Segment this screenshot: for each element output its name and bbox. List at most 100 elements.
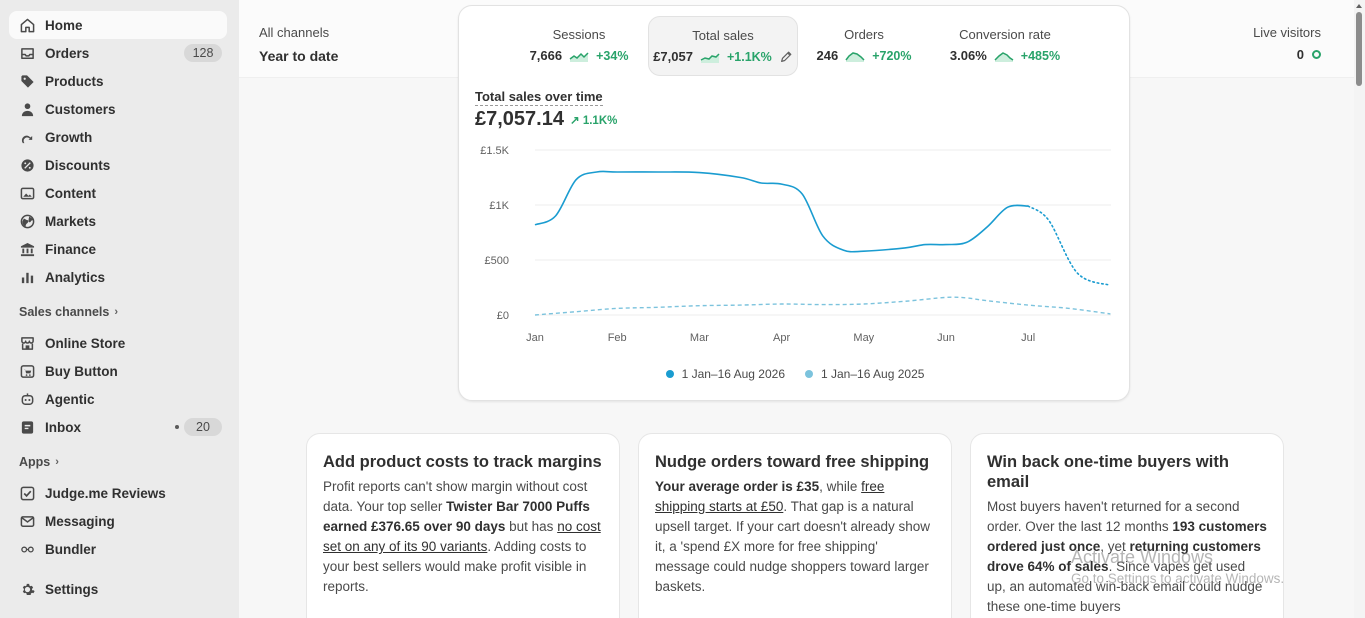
insight-link[interactable]: free shipping starts at £50 — [655, 479, 885, 514]
sidebar-item-products[interactable]: Products — [9, 67, 227, 95]
scroll-thumb[interactable] — [1356, 12, 1362, 86]
x-tick-label: Jun — [937, 332, 955, 344]
bar-chart-icon — [19, 269, 35, 285]
sidebar-item-bundler[interactable]: Bundler — [9, 535, 227, 563]
metric-value: 7,666 — [529, 48, 563, 63]
sidebar-item-label: Inbox — [45, 419, 81, 435]
sidebar-item-analytics[interactable]: Analytics — [9, 263, 227, 291]
legend-swatch — [805, 370, 813, 378]
sidebar-item-label: Buy Button — [45, 363, 118, 379]
page-scrollbar[interactable] — [1354, 0, 1365, 618]
legend-item[interactable]: 1 Jan–16 Aug 2026 — [665, 367, 785, 381]
sidebar-item-label: Judge.me Reviews — [45, 485, 166, 501]
x-tick-label: Feb — [608, 332, 627, 344]
store-icon — [19, 335, 35, 351]
scroll-up-arrow[interactable] — [1356, 4, 1362, 8]
gear-icon — [19, 581, 35, 597]
sidebar-item-home[interactable]: Home — [9, 11, 227, 39]
insight-text: , yet — [1100, 539, 1130, 554]
globe-icon — [19, 213, 35, 229]
insight-card[interactable]: Add product costs to track margins Profit… — [306, 433, 620, 618]
sidebar-item-label: Home — [45, 17, 83, 33]
chevron-right-icon: › — [55, 456, 59, 468]
sidebar-item-label: Customers — [45, 101, 116, 117]
y-tick-label: £1K — [489, 200, 509, 212]
insight-highlight: Your average order is £35 — [655, 479, 820, 494]
insight-link[interactable]: no cost set on any of its 90 variants — [323, 519, 601, 554]
chart-title[interactable]: Total sales over time — [475, 89, 603, 106]
metric-label: Total sales — [692, 28, 754, 43]
sidebar-item-messaging[interactable]: Messaging — [9, 507, 227, 535]
y-tick-label: £0 — [497, 310, 509, 322]
metric-conversion-rate[interactable]: Conversion rate 3.06% +485% — [934, 16, 1076, 76]
count-badge: 20 — [184, 418, 222, 436]
insight-text: but has — [505, 519, 558, 534]
y-tick-label: £500 — [485, 255, 509, 267]
sidebar-item-settings[interactable]: Settings — [9, 575, 227, 603]
sidebar-item-label: Agentic — [45, 391, 95, 407]
insight-text: , while — [819, 479, 862, 494]
live-visitors-label: Live visitors — [1253, 25, 1321, 40]
x-tick-label: Apr — [773, 332, 790, 344]
metric-label: Conversion rate — [959, 27, 1051, 42]
sidebar-item-finance[interactable]: Finance — [9, 235, 227, 263]
sidebar-item-label: Analytics — [45, 269, 106, 285]
sidebar-item-label: Orders — [45, 45, 90, 61]
metric-label: Sessions — [552, 27, 606, 42]
home-icon — [19, 17, 35, 33]
metric-sessions[interactable]: Sessions 7,666 +34% — [509, 16, 649, 76]
sidebar-item-inbox[interactable]: Inbox 20 — [9, 413, 227, 441]
sales-channels-heading[interactable]: Sales channels › — [19, 305, 118, 319]
insight-text: Profit reports can't show margin without… — [323, 479, 588, 514]
sidebar-item-markets[interactable]: Markets — [9, 207, 227, 235]
insight-card-title: Win back one-time buyers with email — [987, 453, 1229, 491]
sidebar-item-online-store[interactable]: Online Store — [9, 329, 227, 357]
sparkline-icon — [700, 52, 720, 63]
discount-icon — [19, 157, 35, 173]
inbox-icon — [19, 419, 35, 435]
sales-line-chart: £0 £500 £1K £1.5K Jan Feb Mar Apr May Jun Jul — [480, 145, 1112, 344]
person-icon — [19, 101, 35, 117]
metric-delta: +34% — [596, 48, 629, 63]
tag-icon — [19, 73, 35, 89]
count-badge: 128 — [184, 44, 222, 62]
metric-orders[interactable]: Orders 246 +720% — [794, 16, 934, 76]
sidebar-item-label: Online Store — [45, 335, 126, 351]
chevron-right-icon: › — [114, 306, 118, 318]
metric-value: £7,057 — [653, 49, 693, 64]
checkbox-icon — [19, 485, 35, 501]
sidebar-item-content[interactable]: Content — [9, 179, 227, 207]
insight-card[interactable]: Nudge orders toward free shipping Your av… — [638, 433, 952, 618]
insight-card-body: Most buyers haven't returned for a secon… — [987, 497, 1267, 617]
legend-item[interactable]: 1 Jan–16 Aug 2025 — [805, 367, 924, 381]
apps-heading[interactable]: Apps › — [19, 455, 59, 469]
sparkline-icon — [845, 51, 865, 62]
sidebar-item-label: Products — [45, 73, 104, 89]
sidebar-item-judge-me-reviews[interactable]: Judge.me Reviews — [9, 479, 227, 507]
insight-card-body: Your average order is £35, while free sh… — [655, 477, 935, 597]
insight-highlight: 193 customers ordered just once — [987, 519, 1267, 554]
live-visitors[interactable]: Live visitors 0 — [1253, 25, 1321, 62]
sidebar-item-label: Messaging — [45, 513, 115, 529]
insight-text: Most buyers haven't returned for a secon… — [987, 499, 1240, 534]
sidebar-item-customers[interactable]: Customers — [9, 95, 227, 123]
channel-filter[interactable]: All channels Year to date — [259, 25, 338, 64]
sidebar-item-buy-button[interactable]: Buy Button — [9, 357, 227, 385]
sidebar-item-agentic[interactable]: Agentic — [9, 385, 227, 413]
sidebar-item-growth[interactable]: Growth — [9, 123, 227, 151]
series-line-2026 — [534, 170, 1029, 253]
sidebar-item-discounts[interactable]: Discounts — [9, 151, 227, 179]
sales-chart-card: Sessions 7,666 +34% Total sales £7,057 +1.1K%… — [458, 5, 1130, 401]
x-tick-label: Mar — [690, 332, 709, 344]
sidebar-item-label: Bundler — [45, 541, 97, 557]
image-icon — [19, 185, 35, 201]
x-tick-label: Jan — [526, 332, 544, 344]
sidebar-item-label: Growth — [45, 129, 93, 145]
series-line-2025 — [534, 296, 1111, 316]
metric-total-sales[interactable]: Total sales £7,057 +1.1K% — [648, 16, 798, 76]
insight-card[interactable]: Win back one-time buyers with email Most … — [970, 433, 1284, 618]
legend-label: 1 Jan–16 Aug 2025 — [821, 367, 925, 381]
sidebar-item-orders[interactable]: Orders 128 — [9, 39, 227, 67]
metric-label: Orders — [844, 27, 884, 42]
pencil-icon[interactable] — [779, 50, 793, 64]
